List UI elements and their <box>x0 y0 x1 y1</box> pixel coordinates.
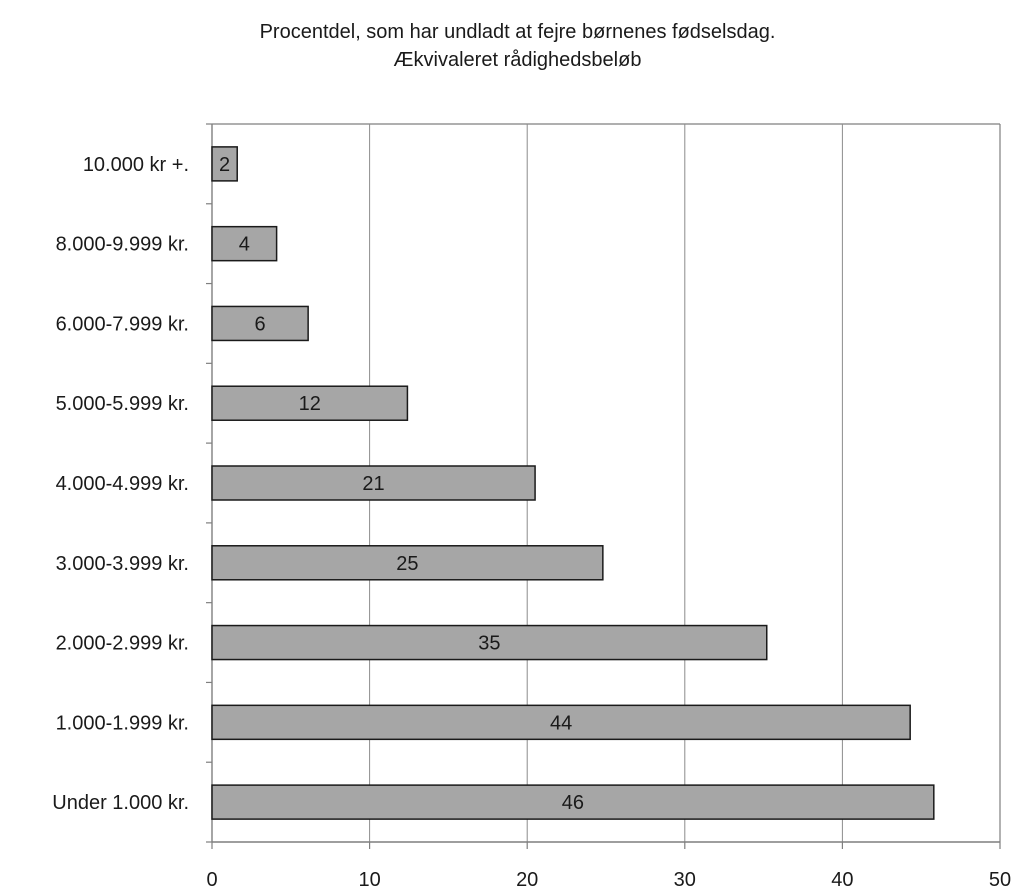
data-label: 4 <box>239 234 250 256</box>
x-tick-label: 0 <box>206 869 217 891</box>
category-label: 1.000-1.999 kr. <box>56 712 189 734</box>
category-label: 3.000-3.999 kr. <box>56 553 189 575</box>
bar <box>211 624 768 661</box>
chart-title: Procentdel, som har undladt at fejre bør… <box>259 21 776 43</box>
category-label: 8.000-9.999 kr. <box>56 234 189 256</box>
bar <box>211 545 604 581</box>
bar <box>211 225 278 262</box>
data-label: 12 <box>299 393 321 415</box>
data-label: 46 <box>562 792 584 814</box>
bar <box>211 784 935 820</box>
chart-subtitle: Ækvivaleret rådighedsbeløb <box>393 49 642 71</box>
data-label: 25 <box>396 553 418 575</box>
category-label: 2.000-2.999 kr. <box>56 633 189 655</box>
category-label: 4.000-4.999 kr. <box>56 473 189 495</box>
data-label: 35 <box>478 633 500 655</box>
category-label: 6.000-7.999 kr. <box>56 313 189 335</box>
x-tick-label: 30 <box>674 869 696 891</box>
data-label: 2 <box>219 154 230 176</box>
x-tick-label: 40 <box>831 869 853 891</box>
x-tick-label: 10 <box>358 869 380 891</box>
category-label: 5.000-5.999 kr. <box>56 393 189 415</box>
bar <box>211 704 911 741</box>
x-tick-label: 20 <box>516 869 538 891</box>
data-label: 44 <box>550 712 572 734</box>
category-label: 10.000 kr +. <box>83 154 189 176</box>
bar <box>211 305 309 342</box>
x-tick-label: 50 <box>989 869 1011 891</box>
data-label: 21 <box>362 473 384 495</box>
data-label: 6 <box>255 313 266 335</box>
bar <box>211 146 238 182</box>
bar <box>211 385 409 421</box>
bar <box>211 465 536 501</box>
category-label: Under 1.000 kr. <box>52 792 189 814</box>
